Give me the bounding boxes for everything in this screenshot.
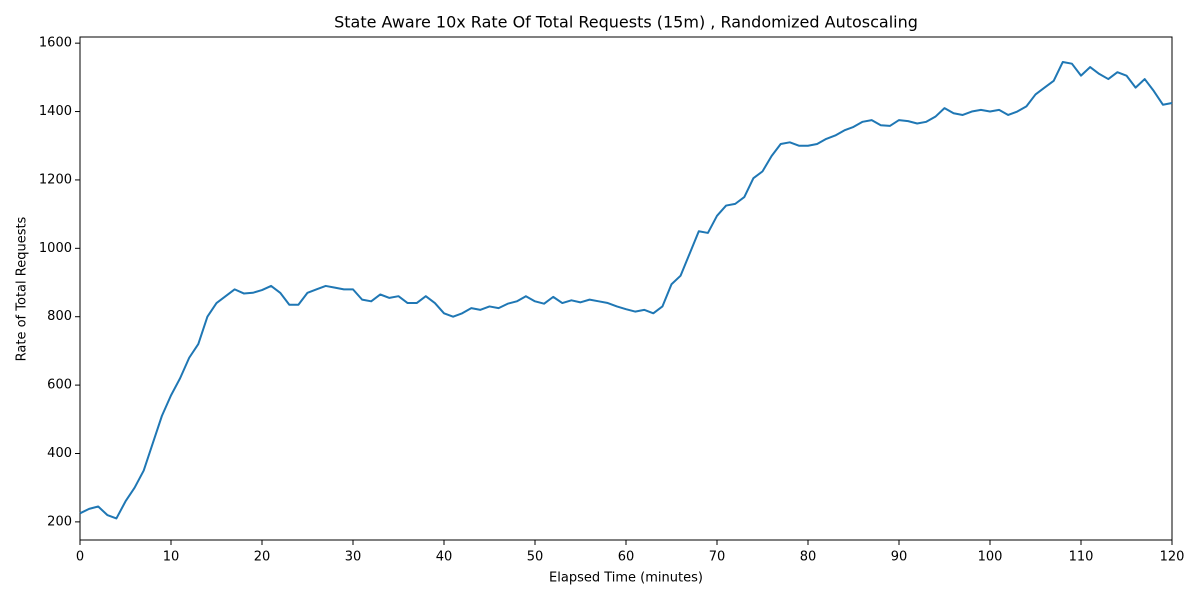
x-tick-label: 40	[436, 550, 453, 565]
y-axis-label: Rate of Total Requests	[15, 216, 30, 361]
data-line	[79, 60, 1173, 520]
y-tick-label: 200	[47, 514, 72, 529]
x-tick-label: 0	[76, 550, 84, 565]
y-tick-label: 1400	[39, 104, 72, 119]
x-tick-label: 50	[527, 550, 544, 565]
chart-title: State Aware 10x Rate Of Total Requests (…	[334, 13, 918, 32]
y-tick-label: 1200	[39, 172, 72, 187]
x-tick-label: 60	[618, 550, 635, 565]
y-tick-label: 1000	[39, 241, 72, 256]
x-tick-label: 120	[1160, 550, 1185, 565]
x-tick-label: 100	[978, 550, 1003, 565]
x-tick-label: 110	[1069, 550, 1094, 565]
y-tick-label: 600	[47, 378, 72, 393]
x-tick-label: 80	[800, 550, 817, 565]
y-tick-label: 1600	[39, 36, 72, 51]
x-tick-label: 90	[891, 550, 908, 565]
y-tick-label: 400	[47, 446, 72, 461]
plot-frame	[79, 36, 1173, 541]
x-tick-label: 10	[163, 550, 180, 565]
y-tick-label: 800	[47, 309, 72, 324]
x-tick-label: 70	[709, 550, 726, 565]
x-tick-label: 30	[345, 550, 362, 565]
x-axis-label: Elapsed Time (minutes)	[549, 571, 703, 586]
x-tick-label: 20	[254, 550, 271, 565]
